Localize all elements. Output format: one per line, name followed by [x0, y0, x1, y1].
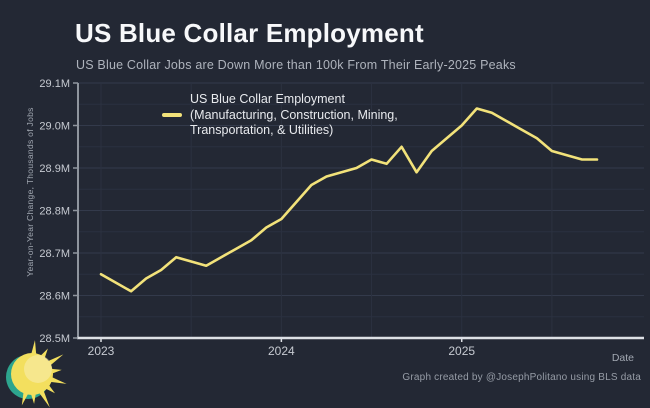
legend-label-line2: (Manufacturing, Construction, Mining, [190, 107, 398, 122]
sun-logo-icon [6, 340, 67, 408]
chart-subtitle: US Blue Collar Jobs are Down More than 1… [76, 58, 516, 72]
y-tick-label: 28.8M [39, 206, 70, 218]
x-axis-label: Date [611, 352, 634, 364]
employment-line-series [99, 107, 599, 293]
x-tick-label: 2025 [448, 344, 475, 358]
x-tick-label: 2024 [268, 344, 295, 358]
sun-ray [30, 340, 37, 356]
sun-ray [21, 391, 29, 406]
y-tick-label: 29.0M [39, 121, 70, 133]
legend-line-swatch [162, 113, 182, 117]
sun-ray [30, 392, 36, 404]
chart-legend: US Blue Collar Employment (Manufacturing… [162, 92, 398, 139]
sun-ray [50, 368, 62, 375]
x-tick-label: 2023 [88, 344, 115, 358]
y-tick-label: 28.5M [39, 333, 70, 345]
sun-ray [38, 389, 50, 408]
y-tick-label: 29.1M [39, 78, 70, 90]
y-tick-label: 28.7M [39, 248, 70, 260]
legend-label: US Blue Collar Employment (Manufacturing… [190, 92, 398, 139]
y-tick-label: 28.9M [39, 163, 70, 175]
chart-title: US Blue Collar Employment [75, 18, 424, 48]
sun-ray [49, 376, 67, 384]
legend-label-line3: Transportation, & Utilities) [190, 123, 334, 137]
legend-label-line1: US Blue Collar Employment [190, 92, 345, 106]
attribution-text: Graph created by @JosephPolitano using B… [402, 372, 641, 383]
sun-highlight [24, 355, 52, 383]
y-tick-label: 28.6M [39, 291, 70, 303]
